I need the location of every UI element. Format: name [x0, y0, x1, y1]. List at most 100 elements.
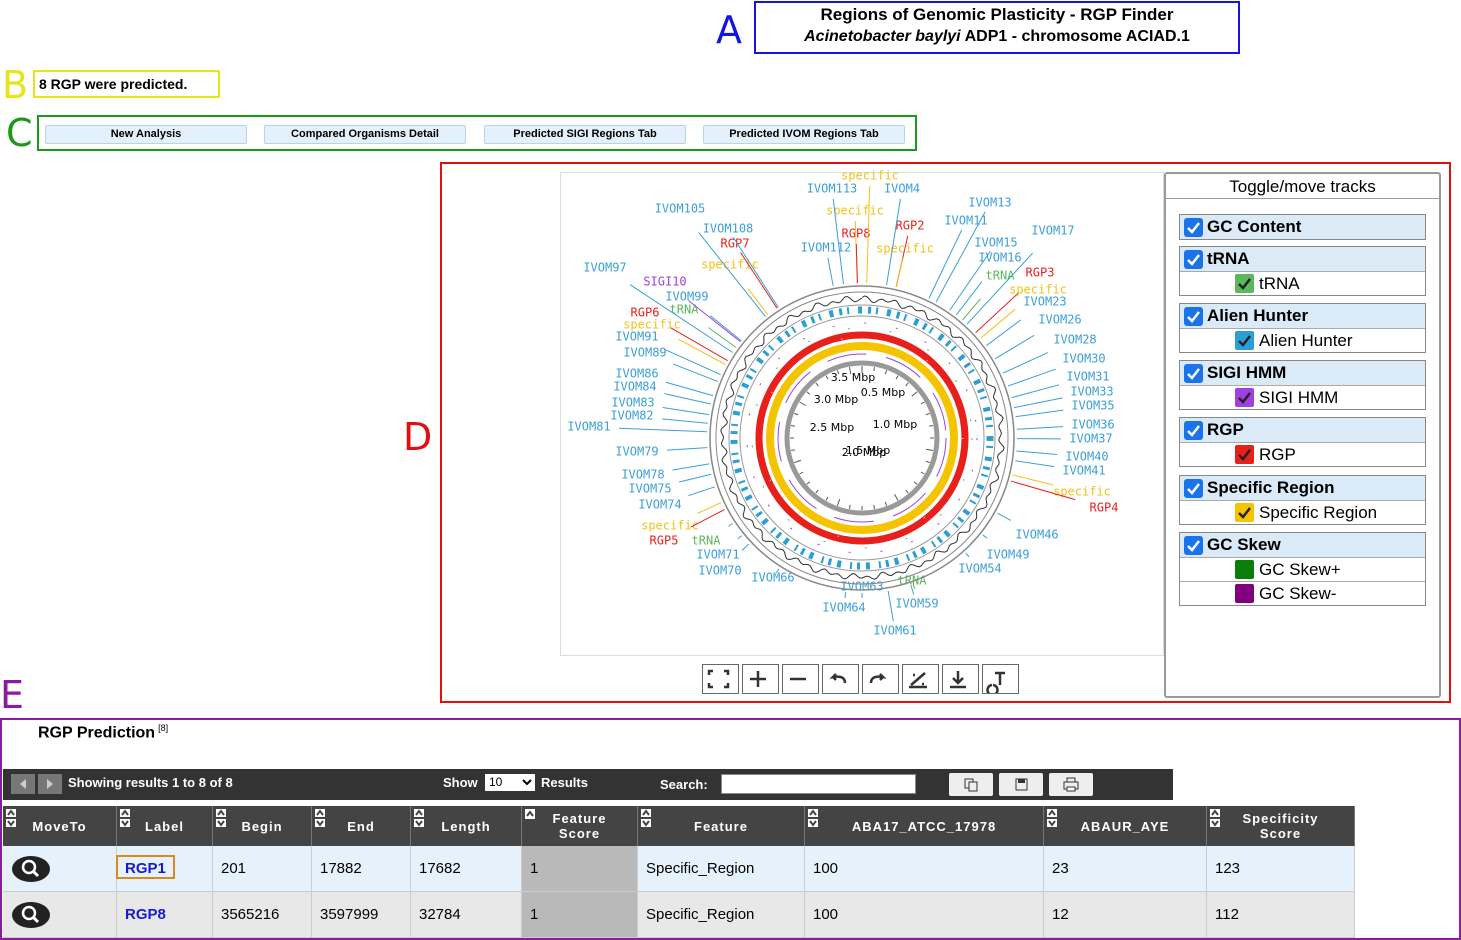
feature-label: IVOM40 — [1065, 450, 1108, 464]
track-ring — [766, 342, 958, 534]
scale-tick — [894, 494, 899, 501]
toolbar-button[interactable] — [782, 664, 819, 694]
feature-label: tRNA — [986, 269, 1016, 283]
legend-checkbox[interactable] — [1180, 535, 1207, 555]
scale-tick — [794, 412, 799, 416]
leader-line — [688, 486, 716, 497]
legend-group-header: GC Content — [1180, 215, 1425, 239]
scale-tick — [836, 370, 840, 375]
print-button[interactable] — [1049, 773, 1093, 796]
legend-checkbox[interactable] — [1180, 420, 1207, 440]
legend-group: SIGI HMM SIGI HMM — [1179, 360, 1426, 410]
column-header-label: Length — [441, 818, 491, 834]
legend-swatch — [1235, 445, 1259, 464]
feature-label: IVOM86 — [615, 367, 658, 381]
viewer-frame — [440, 162, 1451, 703]
feature-label: IVOM75 — [628, 482, 671, 496]
tab-button[interactable]: Predicted IVOM Regions Tab — [703, 125, 905, 144]
leader-line — [1002, 352, 1048, 374]
leader-line — [887, 590, 894, 622]
legend-checkbox[interactable] — [1180, 478, 1207, 498]
legend-checkbox[interactable] — [1180, 306, 1207, 326]
table-cell: 12 — [1044, 892, 1207, 938]
legend-group-header: GC Skew — [1180, 533, 1425, 557]
feature-label: RGP2 — [896, 219, 925, 233]
tab-button[interactable]: Compared Organisms Detail — [264, 125, 466, 144]
tab-button[interactable]: New Analysis — [45, 125, 247, 144]
leader-line — [832, 198, 844, 285]
column-header[interactable]: Feature Score — [522, 806, 638, 846]
leader-line — [982, 534, 988, 539]
legend-panel: Toggle/move tracks — [1164, 172, 1441, 698]
feature-label: RGP7 — [721, 237, 750, 251]
legend-checkbox[interactable] — [1180, 363, 1207, 383]
leader-line — [728, 522, 733, 527]
page-size-select[interactable]: 10 — [485, 774, 535, 791]
feature-label: IVOM33 — [1070, 385, 1113, 399]
toolbar-button[interactable] — [902, 664, 939, 694]
track-ring — [755, 331, 969, 545]
legend-swatch — [1235, 331, 1259, 350]
leader-line — [708, 327, 737, 348]
column-header[interactable]: Length — [411, 806, 522, 846]
leader-line — [975, 293, 1019, 333]
move-to-button[interactable] — [11, 854, 51, 884]
legend-checkbox[interactable] — [1180, 249, 1207, 269]
legend-group-label: Specific Region — [1207, 478, 1335, 497]
column-header[interactable]: Specificity Score — [1207, 806, 1355, 846]
label-cell[interactable]: RGP8 — [117, 892, 213, 938]
scale-tick — [799, 471, 804, 475]
leader-line — [912, 584, 916, 590]
leader-line — [935, 211, 986, 303]
table-cell: Specific_Region — [638, 846, 805, 892]
toolbar-button[interactable] — [862, 664, 899, 694]
feature-label: IVOM31 — [1066, 370, 1109, 384]
feature-label: IVOM15 — [974, 236, 1017, 250]
leader-line — [1016, 450, 1058, 455]
pager[interactable] — [11, 774, 65, 794]
annotation: A — [716, 8, 742, 52]
legend-checkbox[interactable] — [1180, 217, 1207, 237]
toolbar-button[interactable] — [822, 664, 859, 694]
column-header[interactable]: End — [312, 806, 411, 846]
column-header[interactable]: Label — [117, 806, 213, 846]
annotation: B — [2, 63, 29, 107]
feature-label: tRNA — [692, 534, 722, 548]
leader-line — [962, 298, 981, 321]
tab-button[interactable]: Predicted SIGI Regions Tab — [484, 125, 686, 144]
column-header[interactable]: MoveTo — [3, 806, 117, 846]
toolbar-button[interactable] — [942, 664, 979, 694]
leader-line — [741, 543, 750, 551]
scale-label: 1.0 Mbp — [873, 418, 917, 431]
species: Acinetobacter baylyi — [804, 28, 961, 45]
label-cell[interactable]: RGP1 — [117, 846, 213, 892]
leader-line — [679, 473, 712, 483]
toolbar-button[interactable] — [702, 664, 739, 694]
toolbar-button[interactable] — [742, 664, 779, 694]
feature-label: IVOM105 — [655, 202, 706, 216]
column-header-label: Label — [145, 818, 184, 834]
column-header[interactable]: ABA17_ATCC_17978 — [805, 806, 1044, 846]
feature-label: IVOM46 — [1015, 528, 1058, 542]
legend-group: GC Skew GC Skew+ GC Skew- — [1179, 532, 1426, 606]
feature-label: SIGI10 — [643, 275, 686, 289]
column-header[interactable]: Feature — [638, 806, 805, 846]
feature-label: IVOM41 — [1062, 464, 1105, 478]
copy-button[interactable] — [949, 773, 993, 796]
search-input[interactable] — [721, 774, 916, 794]
toolbar-button[interactable] — [982, 664, 1019, 697]
feature-label: IVOM30 — [1062, 352, 1105, 366]
scale-tick — [806, 391, 811, 395]
move-to-button[interactable] — [11, 900, 51, 930]
column-header[interactable]: Begin — [213, 806, 312, 846]
column-header-label: ABAUR_AYE — [1080, 818, 1170, 834]
save-button[interactable] — [999, 773, 1043, 796]
column-header[interactable]: ABAUR_AYE — [1044, 806, 1207, 846]
feature-label: IVOM16 — [978, 251, 1021, 265]
leader-line — [662, 407, 709, 416]
leader-line — [618, 427, 708, 433]
table-count: [8] — [158, 723, 169, 733]
leader-line — [688, 300, 741, 343]
table-cell: 3597999 — [312, 892, 411, 938]
